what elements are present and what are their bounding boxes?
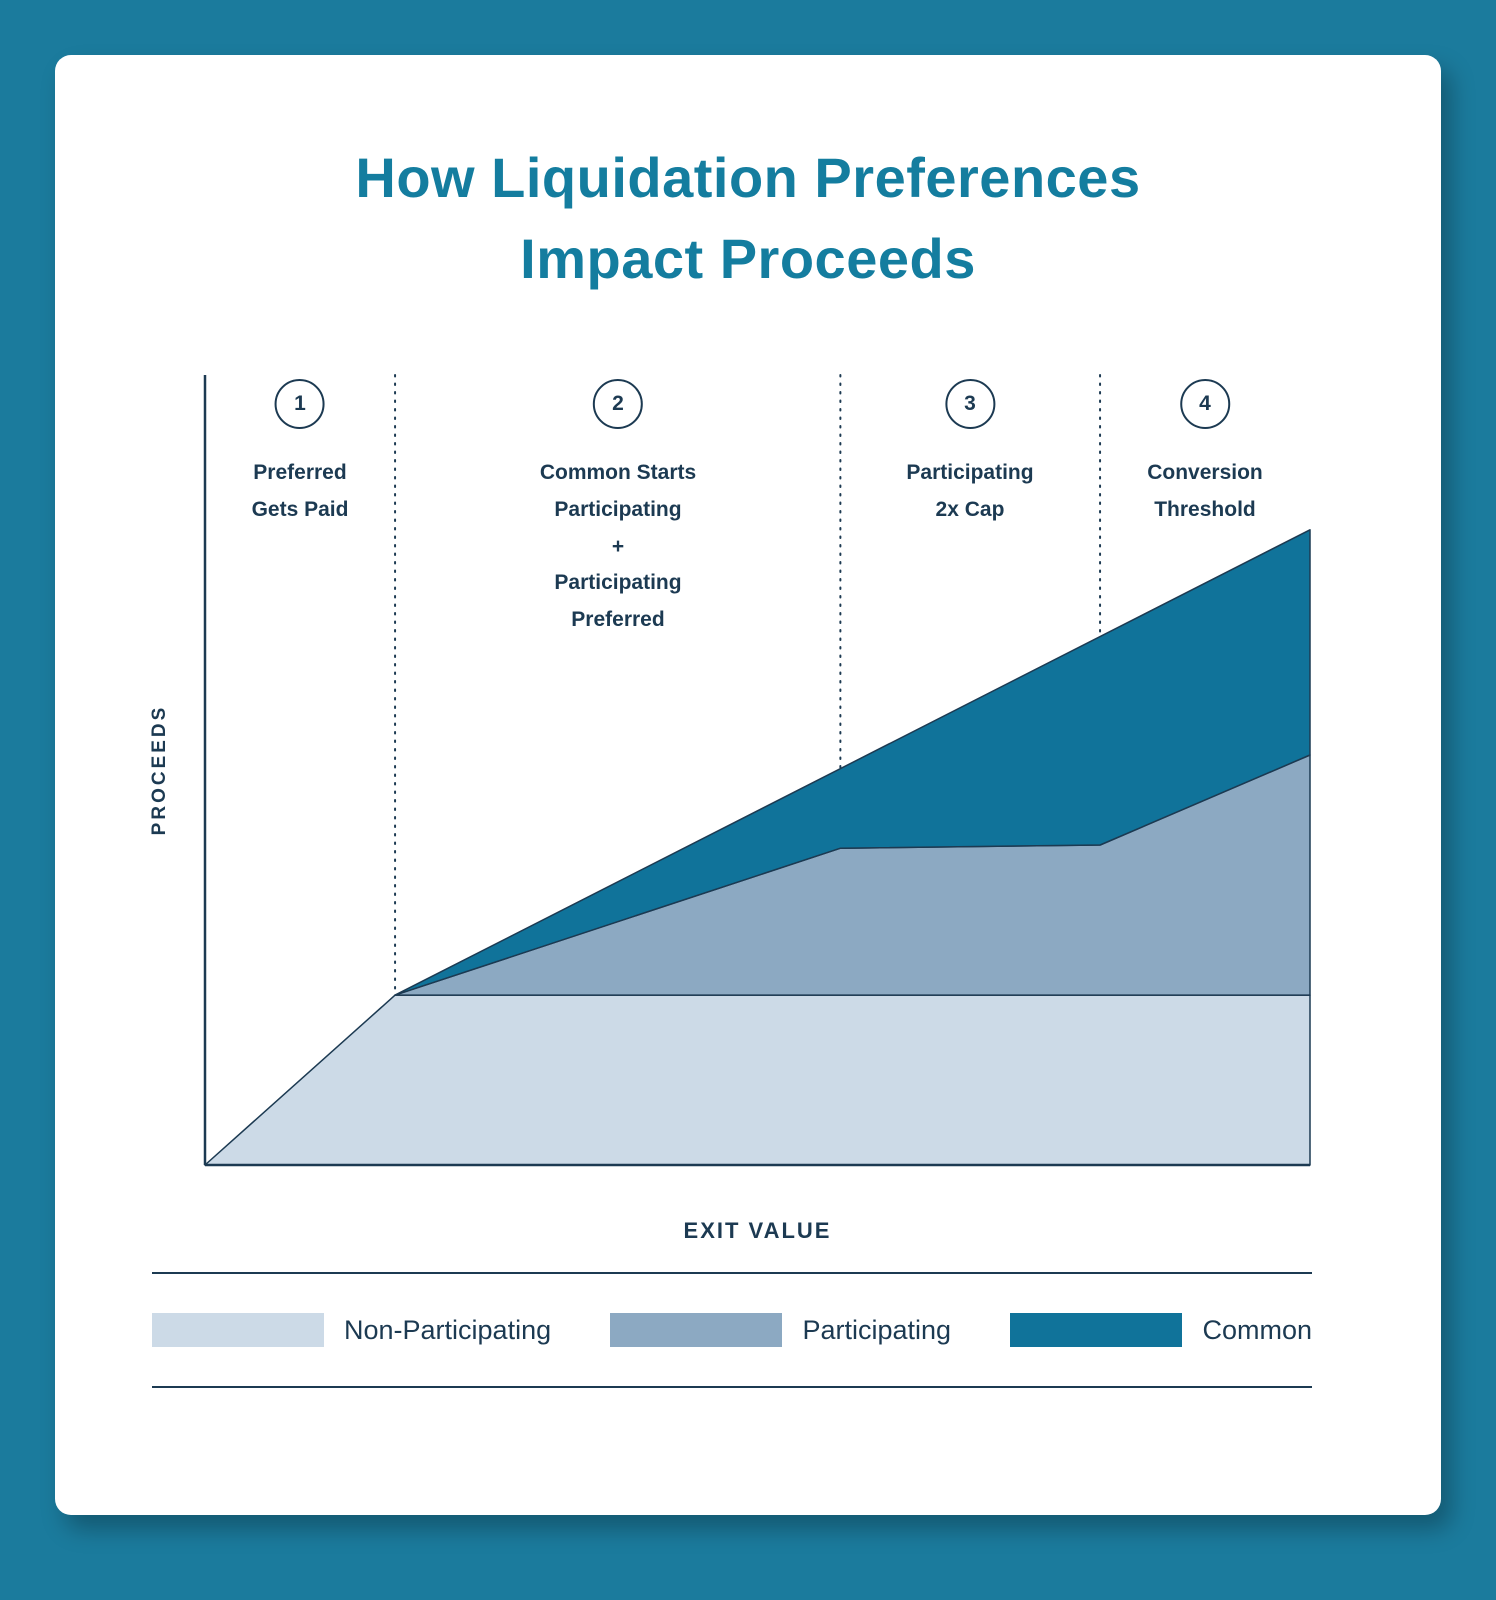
- legend-swatch-participating: [610, 1313, 783, 1347]
- zone-number-badge-4: 4: [1180, 379, 1230, 429]
- legend-swatch-non-participating: [152, 1313, 324, 1347]
- zone-label-line: 2x Cap: [935, 497, 1005, 521]
- title-line-2: Impact Proceeds: [520, 227, 976, 291]
- legend-item-non-participating: Non-Participating: [152, 1313, 551, 1347]
- zone-header-common-starts-participating: 2 Common Starts Participating + Particip…: [540, 379, 696, 639]
- zone-number-2: 2: [612, 392, 624, 415]
- title-line-1: How Liquidation Preferences: [355, 146, 1141, 209]
- liquidation-preferences-chart: [203, 374, 1311, 1167]
- zone-number-badge-1: 1: [275, 379, 325, 429]
- zone-header-participating-2x-cap: 3 Participating 2x Cap: [906, 379, 1034, 529]
- legend-item-participating: Participating: [610, 1313, 951, 1347]
- zone-number-3: 3: [964, 392, 976, 415]
- page-title: How Liquidation Preferences Impact Proce…: [55, 137, 1441, 299]
- legend-label-non-participating: Non-Participating: [344, 1314, 552, 1345]
- x-axis-label: EXIT VALUE: [683, 1218, 832, 1243]
- infographic-card: How Liquidation Preferences Impact Proce…: [55, 55, 1441, 1515]
- zone-label-line: Threshold: [1154, 497, 1256, 521]
- zone-number-1: 1: [294, 392, 306, 415]
- zone-label-line: +: [611, 534, 625, 558]
- zone-label-4: Conversion Threshold: [1147, 455, 1263, 529]
- legend-label-common: Common: [1202, 1314, 1312, 1345]
- zone-label-line: Conversion: [1147, 461, 1263, 484]
- legend-item-common: Common: [1010, 1313, 1312, 1347]
- zone-label-line: Participating: [554, 571, 682, 595]
- zone-label-line: Preferred: [253, 461, 347, 484]
- zone-label-line: Gets Paid: [251, 497, 349, 521]
- zone-label-line: Preferred: [571, 608, 665, 631]
- zone-label-3: Participating 2x Cap: [906, 455, 1033, 529]
- legend-label-participating: Participating: [802, 1314, 952, 1345]
- zone-label-line: Participating: [554, 497, 682, 521]
- zone-label-1: Preferred Gets Paid: [252, 455, 349, 529]
- zone-label-2: Common Starts Participating + Participat…: [540, 455, 696, 639]
- zone-label-line: Common Starts: [539, 461, 697, 484]
- zone-number-4: 4: [1199, 392, 1211, 415]
- y-axis-label: PROCEEDS: [149, 704, 170, 836]
- legend: Non-Participating Participating Common: [152, 1272, 1312, 1388]
- zone-header-conversion-threshold: 4 Conversion Threshold: [1147, 379, 1263, 529]
- legend-swatch-common: [1010, 1313, 1183, 1347]
- zone-header-preferred-gets-paid: 1 Preferred Gets Paid: [252, 379, 349, 529]
- zone-label-line: Participating: [906, 461, 1034, 484]
- zone-number-badge-2: 2: [592, 379, 643, 429]
- zone-number-badge-3: 3: [944, 379, 995, 429]
